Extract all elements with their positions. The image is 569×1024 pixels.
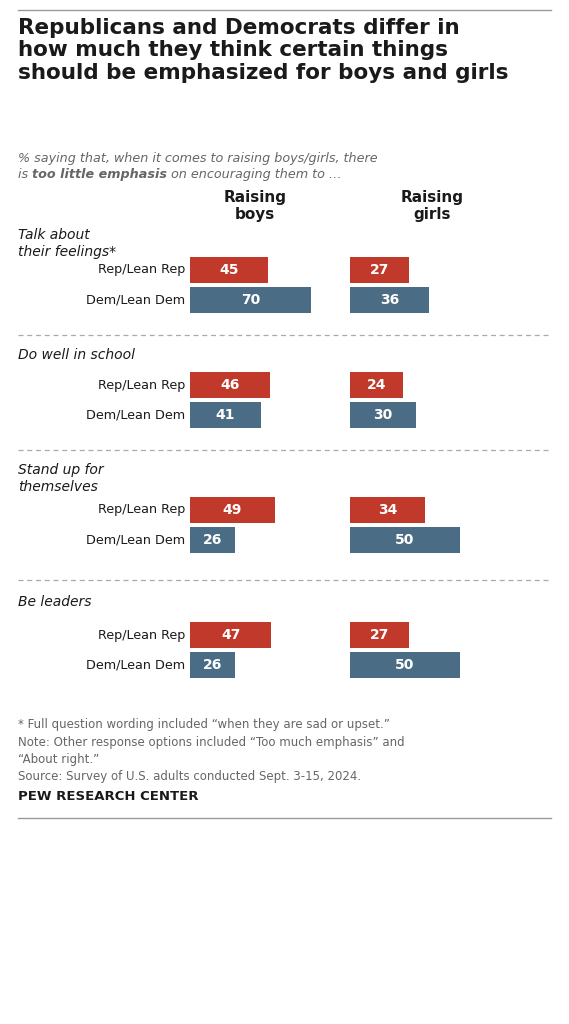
Text: Rep/Lean Rep: Rep/Lean Rep (98, 263, 185, 276)
Text: % saying that, when it comes to raising boys/girls, there: % saying that, when it comes to raising … (18, 152, 378, 165)
Text: 41: 41 (216, 408, 236, 422)
Text: Note: Other response options included “Too much emphasis” and
“About right.”: Note: Other response options included “T… (18, 736, 405, 766)
Bar (190, 622, 271, 648)
Text: 50: 50 (395, 658, 415, 672)
Text: 46: 46 (220, 378, 240, 392)
Text: 30: 30 (373, 408, 393, 422)
Text: 70: 70 (241, 293, 260, 307)
Text: Stand up for
themselves: Stand up for themselves (18, 463, 104, 494)
Text: Dem/Lean Dem: Dem/Lean Dem (86, 409, 185, 422)
Bar (350, 622, 410, 648)
Text: 36: 36 (380, 293, 399, 307)
Text: PEW RESEARCH CENTER: PEW RESEARCH CENTER (18, 790, 199, 803)
Text: 27: 27 (370, 628, 389, 642)
Bar (350, 527, 460, 553)
Text: too little emphasis: too little emphasis (32, 168, 167, 181)
Text: 34: 34 (378, 503, 397, 517)
Text: Rep/Lean Rep: Rep/Lean Rep (98, 379, 185, 391)
Text: Rep/Lean Rep: Rep/Lean Rep (98, 629, 185, 641)
Text: Raising
boys: Raising boys (224, 190, 287, 222)
Text: Raising
girls: Raising girls (401, 190, 464, 222)
Text: is: is (18, 168, 32, 181)
Text: Do well in school: Do well in school (18, 348, 135, 362)
Bar (350, 287, 429, 313)
Text: 26: 26 (203, 534, 222, 547)
Text: Dem/Lean Dem: Dem/Lean Dem (86, 294, 185, 306)
Bar (190, 497, 275, 523)
Text: Dem/Lean Dem: Dem/Lean Dem (86, 534, 185, 547)
Text: 49: 49 (223, 503, 242, 517)
Text: 26: 26 (203, 658, 222, 672)
Text: Rep/Lean Rep: Rep/Lean Rep (98, 504, 185, 516)
Bar (190, 257, 268, 283)
Text: 24: 24 (366, 378, 386, 392)
Bar (350, 402, 416, 428)
Bar (350, 652, 460, 678)
Bar (350, 257, 410, 283)
Text: 45: 45 (219, 263, 239, 278)
Bar (190, 402, 261, 428)
Text: Dem/Lean Dem: Dem/Lean Dem (86, 658, 185, 672)
Bar (350, 372, 403, 398)
Text: 50: 50 (395, 534, 415, 547)
Bar (190, 652, 235, 678)
Text: 27: 27 (370, 263, 389, 278)
Text: Talk about
their feelings*: Talk about their feelings* (18, 228, 116, 259)
Bar (350, 497, 425, 523)
Text: Republicans and Democrats differ in
how much they think certain things
should be: Republicans and Democrats differ in how … (18, 18, 509, 83)
Text: Be leaders: Be leaders (18, 595, 92, 609)
Bar (190, 527, 235, 553)
Text: Source: Survey of U.S. adults conducted Sept. 3-15, 2024.: Source: Survey of U.S. adults conducted … (18, 770, 361, 783)
Text: on encouraging them to …: on encouraging them to … (167, 168, 342, 181)
Bar (190, 372, 270, 398)
Bar (190, 287, 311, 313)
Text: * Full question wording included “when they are sad or upset.”: * Full question wording included “when t… (18, 718, 390, 731)
Text: 47: 47 (221, 628, 241, 642)
